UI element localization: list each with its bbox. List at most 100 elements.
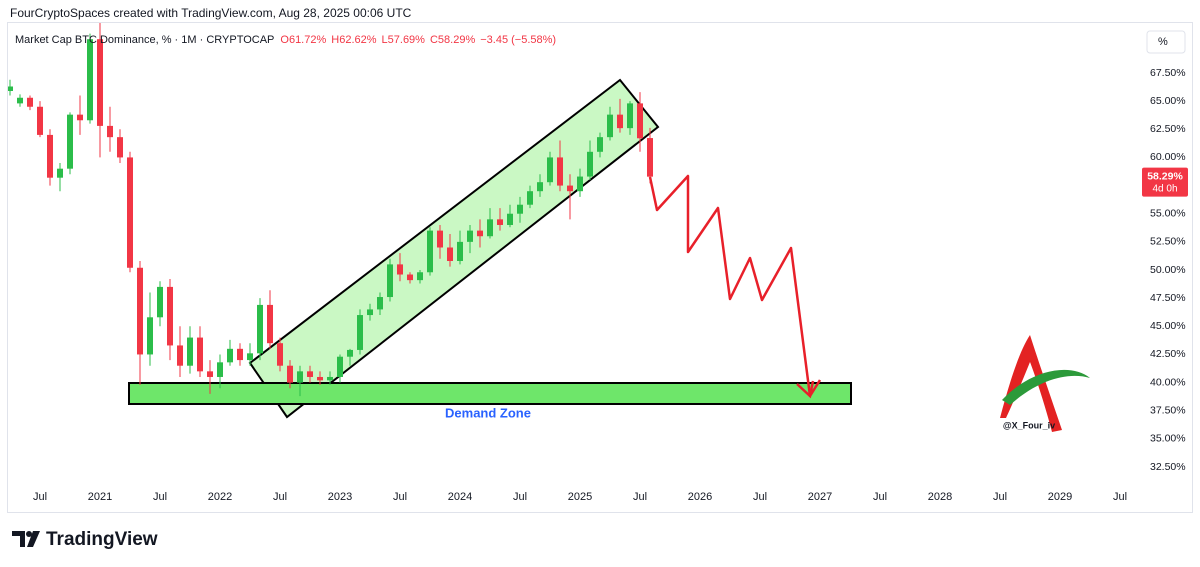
x-tick-label: Jul (1113, 491, 1127, 503)
candle-body (527, 191, 533, 205)
x-tick-label: 2029 (1048, 491, 1072, 503)
attribution: FourCryptoSpaces created with TradingVie… (10, 6, 412, 20)
scale-unit[interactable]: % (1158, 36, 1168, 48)
candle-body (267, 304, 273, 344)
x-tick-label: Jul (633, 491, 647, 503)
last-price-label: 58.29% (1147, 170, 1183, 182)
watermark-logo: @X_Four_iv (1000, 335, 1090, 432)
candle-body (447, 247, 453, 262)
y-tick-label: 50.00% (1150, 264, 1186, 276)
candle-body (507, 213, 513, 225)
candle-body (127, 157, 133, 268)
demand-zone (128, 382, 852, 405)
footer-logo (12, 531, 40, 547)
ohlc-label: H62.62% (331, 34, 376, 46)
y-tick-label: 47.50% (1150, 292, 1186, 304)
candle-body (427, 230, 433, 273)
candle-body (517, 204, 523, 214)
scale-unit-box[interactable] (1146, 30, 1186, 54)
candle-body (277, 343, 283, 366)
x-tick-label: 2027 (808, 491, 832, 503)
candle-body (67, 114, 73, 169)
candle-body (387, 264, 393, 298)
candle-body (37, 106, 43, 135)
candle-body (317, 376, 323, 381)
projection-arrow (796, 380, 815, 399)
y-tick-label: 32.50% (1150, 461, 1186, 473)
candle-body (377, 297, 383, 310)
y-tick-label: 40.00% (1150, 376, 1186, 388)
y-tick-label: 60.00% (1150, 151, 1186, 163)
candle-body (8, 86, 13, 91)
candle-body (57, 168, 63, 178)
y-tick-label: 35.00% (1150, 433, 1186, 445)
candle-body (637, 103, 643, 139)
candle-body (627, 103, 633, 129)
candle-body (227, 348, 233, 363)
candle-body (197, 337, 203, 372)
x-tick-label: 2024 (448, 491, 472, 503)
candle-body (617, 114, 623, 129)
projection (648, 174, 822, 398)
y-tick-label: 67.50% (1150, 67, 1186, 79)
candle-body (417, 272, 423, 281)
candle-body (287, 365, 293, 383)
x-tick-label: Jul (873, 491, 887, 503)
candle-body (347, 349, 353, 357)
brand: TradingView (46, 529, 158, 550)
last-price-badge (1142, 167, 1188, 197)
candle-body (477, 230, 483, 237)
candle-body (297, 371, 303, 383)
chart-frame (7, 22, 1193, 513)
candle-body (327, 376, 333, 381)
plot (8, 23, 852, 419)
x-tick-label: 2021 (88, 491, 112, 503)
candle-body (177, 345, 183, 366)
candle-body (557, 157, 563, 186)
x-tick-label: Jul (153, 491, 167, 503)
candle-body (77, 114, 83, 121)
annotation: Demand Zone (445, 405, 531, 420)
candle-body (137, 267, 143, 355)
candle-body (187, 337, 193, 366)
y-tick-label: 62.50% (1150, 123, 1186, 135)
x-tick-label: Jul (393, 491, 407, 503)
candle-body (537, 182, 543, 192)
candle-body (107, 125, 113, 138)
y-tick-label: 52.50% (1150, 236, 1186, 248)
candle-body (117, 137, 123, 158)
candle-body (217, 362, 223, 377)
candle-body (547, 157, 553, 183)
candle-body (497, 219, 503, 225)
ohlc-label: L57.69% (382, 34, 426, 46)
x-tick-label: Jul (993, 491, 1007, 503)
y-tick-label: 55.00% (1150, 207, 1186, 219)
watermark: @X_Four_iv (1003, 420, 1055, 430)
candle-body (647, 138, 653, 177)
ohlc-label: C58.29% (430, 34, 475, 46)
y-tick-label: 37.50% (1150, 405, 1186, 417)
candle-body (307, 371, 313, 377)
candle-body (487, 219, 493, 237)
x-tick-label: Jul (33, 491, 47, 503)
x-tick-label: 2022 (208, 491, 232, 503)
candle-body (147, 317, 153, 355)
x-tick-label: 2028 (928, 491, 952, 503)
x-tick-label: 2026 (688, 491, 712, 503)
candle-body (397, 264, 403, 275)
candle-body (567, 185, 573, 192)
candle-body (457, 241, 463, 262)
candle-body (587, 151, 593, 177)
candle-body (27, 97, 33, 107)
chart-title: Market Cap BTC Dominance, % · 1M · CRYPT… (15, 34, 274, 46)
ohlc-label: O61.72% (280, 34, 326, 46)
candle-body (437, 230, 443, 248)
x-tick-label: Jul (753, 491, 767, 503)
x-tick-label: 2023 (328, 491, 352, 503)
candle-body (357, 315, 363, 350)
candle-body (157, 286, 163, 318)
candle-body (97, 39, 103, 126)
candle-body (407, 274, 413, 281)
x-tick-label: 2025 (568, 491, 592, 503)
